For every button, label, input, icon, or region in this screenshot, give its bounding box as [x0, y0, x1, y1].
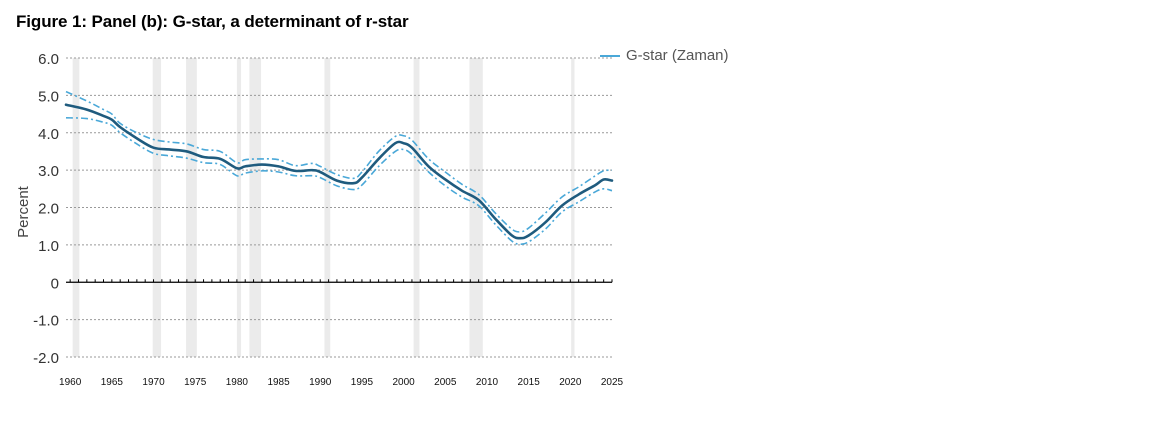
- legend: G-star (Zaman): [600, 47, 729, 64]
- y-tick-label: -2.0: [33, 350, 59, 367]
- x-tick-label: 1990: [309, 377, 332, 388]
- series-lines: [64, 90, 614, 245]
- y-tick-label: 2.0: [38, 201, 59, 218]
- x-tick-label: 1980: [226, 377, 249, 388]
- y-tick-label: 6.0: [38, 51, 59, 68]
- x-tick-label: 1970: [142, 377, 165, 388]
- x-axis: [66, 279, 613, 283]
- gridlines: [66, 57, 612, 358]
- legend-swatch: [600, 54, 620, 57]
- recession-bar: [72, 58, 80, 357]
- series-line-upper-band: [65, 90, 613, 233]
- x-tick-label: 2015: [518, 377, 541, 388]
- y-axis-label: Percent: [15, 185, 32, 238]
- y-axis-ticks: 6.0 5.0 4.0 3.0 2.0 1.0 0 -1.0 -2.0: [33, 51, 59, 367]
- chart-title: Figure 1: Panel (b): G-star, a determina…: [16, 12, 409, 31]
- x-tick-label: 2000: [392, 377, 415, 388]
- y-tick-label: -1.0: [33, 313, 59, 330]
- recession-bar: [571, 58, 575, 357]
- x-tick-label: 2005: [434, 377, 457, 388]
- x-axis-ticks: 1960 1965 1970 1975 1980 1985 1990 1995 2000 2005…: [59, 377, 624, 388]
- x-tick-label: 2010: [476, 377, 499, 388]
- y-tick-label: 5.0: [38, 88, 59, 105]
- x-tick-label: 1965: [101, 377, 124, 388]
- x-tick-label: 1975: [184, 377, 207, 388]
- x-tick-label: 2025: [601, 377, 624, 388]
- x-tick-label: 1995: [351, 377, 374, 388]
- x-tick-label: 1985: [267, 377, 290, 388]
- y-tick-label: 3.0: [38, 163, 59, 180]
- series-line-lower-band: [65, 117, 613, 245]
- x-tick-label: 2020: [559, 377, 582, 388]
- series-line-gstar: [64, 103, 614, 240]
- recession-bar: [413, 58, 420, 357]
- y-tick-label: 0: [51, 275, 59, 292]
- x-tick-label: 1960: [59, 377, 82, 388]
- y-tick-label: 4.0: [38, 126, 59, 143]
- legend-label: G-star (Zaman): [626, 47, 729, 64]
- recession-bar: [152, 58, 162, 357]
- y-tick-label: 1.0: [38, 238, 59, 255]
